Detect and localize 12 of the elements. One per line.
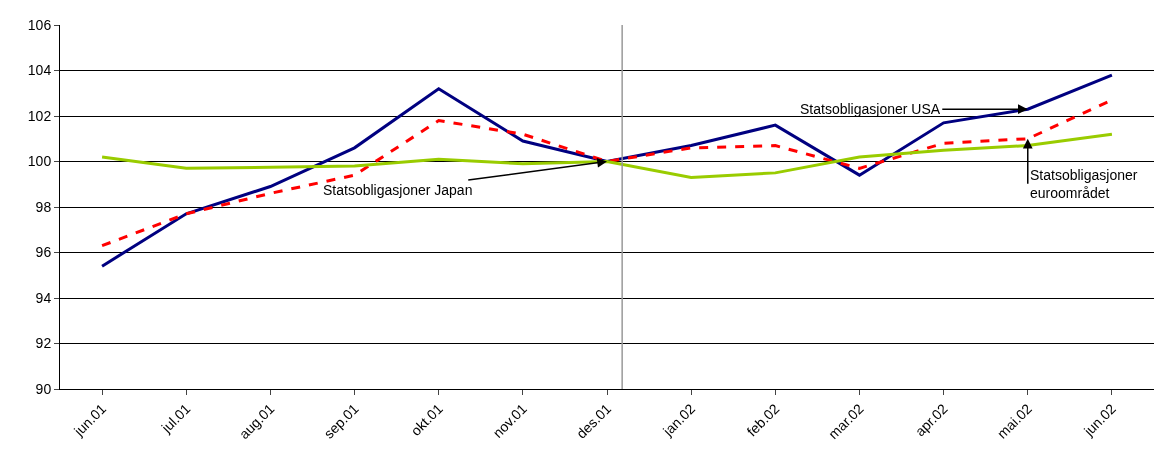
y-tick-label: 102 <box>27 107 52 124</box>
y-tick-label: 106 <box>27 16 52 33</box>
annotation: Statsobligasjoner Japan <box>323 182 473 198</box>
annotation: Statsobligasjoner euroområdet <box>1030 167 1138 202</box>
y-tick-label: 90 <box>35 380 52 397</box>
y-tick-label: 96 <box>35 244 52 261</box>
y-tick-label: 92 <box>35 335 52 352</box>
y-tick-label: 104 <box>27 62 52 79</box>
y-tick-label: 100 <box>27 153 52 170</box>
annotation: Statsobligasjoner USA <box>800 101 941 117</box>
y-tick-label: 98 <box>35 198 52 215</box>
y-tick-label: 94 <box>35 289 52 306</box>
